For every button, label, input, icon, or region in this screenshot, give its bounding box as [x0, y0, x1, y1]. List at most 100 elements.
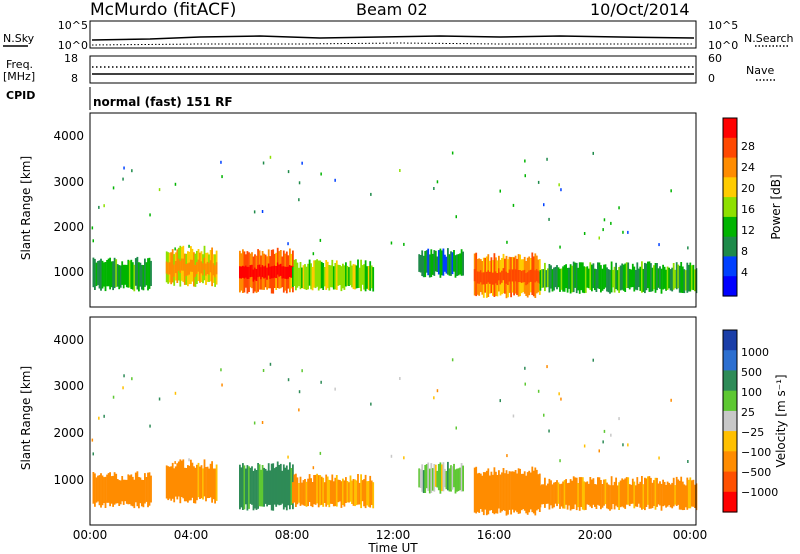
power-data-column — [675, 262, 678, 290]
power-data-core — [239, 266, 241, 279]
velocity-data-column — [331, 474, 334, 504]
velocity-data-column — [595, 484, 598, 509]
power-data-column — [668, 267, 670, 289]
power-sparse-point — [253, 210, 256, 214]
power-data-column — [565, 264, 567, 289]
power-data-column — [665, 269, 667, 291]
velocity-data-column — [115, 473, 118, 504]
power-data-core — [534, 270, 537, 283]
power-data-column — [358, 267, 361, 288]
power-cbar-tick-4: 4 — [741, 266, 748, 279]
power-data-column — [447, 248, 449, 275]
velocity-colorbar-frame — [722, 329, 738, 513]
velocity-sparse-point — [287, 378, 290, 382]
power-y-tick-4000: 4000 — [53, 129, 84, 143]
velocity-data-column — [487, 468, 490, 515]
velocity-data-column — [665, 485, 667, 508]
power-data-column — [622, 264, 625, 291]
power-data-column — [332, 266, 335, 290]
power-data-core — [476, 271, 479, 284]
velocity-cbar-tick-25: 25 — [741, 406, 755, 419]
power-data-column — [302, 265, 305, 289]
x-axis-label: Time UT — [367, 541, 418, 554]
power-data-core — [212, 263, 215, 276]
power-scatter-layer — [91, 151, 698, 299]
velocity-sparse-point — [298, 390, 301, 394]
power-data-column — [568, 267, 570, 289]
velocity-data-column — [252, 470, 255, 511]
power-sparse-point — [598, 236, 600, 240]
colorbar-segment — [723, 410, 737, 432]
velocity-data-column — [240, 467, 243, 508]
x-tick-2000: 20:00 — [578, 528, 613, 542]
velocity-data-column — [196, 464, 198, 501]
velocity-data-column — [209, 463, 212, 498]
power-data-column — [340, 266, 343, 292]
power-data-core — [194, 264, 197, 277]
velocity-sparse-point — [559, 459, 561, 463]
power-data-column — [609, 269, 611, 294]
velocity-data-column — [606, 482, 608, 509]
colorbar-segment — [723, 370, 737, 392]
velocity-y-tick-4000: 4000 — [53, 333, 84, 347]
velocity-data-column — [346, 481, 349, 503]
velocity-sparse-point — [98, 416, 100, 420]
velocity-data-column — [551, 484, 554, 509]
power-data-column — [575, 262, 578, 294]
power-sparse-point — [506, 240, 508, 244]
velocity-sparse-point — [269, 362, 272, 366]
power-data-column — [329, 265, 332, 288]
velocity-sparse-point — [253, 421, 256, 425]
velocity-data-column — [603, 479, 605, 506]
power-data-core — [205, 263, 207, 276]
power-data-column — [681, 266, 684, 293]
power-data-core — [510, 271, 512, 284]
x-tick-0000: 00:00 — [73, 528, 108, 542]
power-sparse-point — [320, 172, 322, 176]
power-sparse-point — [583, 232, 586, 235]
power-data-column — [448, 254, 451, 276]
noise-tick-right-low: 10^0 — [708, 39, 738, 52]
velocity-data-column — [311, 482, 314, 508]
power-data-core — [258, 264, 261, 277]
velocity-data-column — [479, 473, 482, 509]
power-data-column — [125, 264, 128, 288]
velocity-data-column — [301, 482, 303, 505]
velocity-data-column — [609, 485, 611, 511]
velocity-data-column — [481, 475, 484, 512]
velocity-data-column — [473, 467, 476, 513]
velocity-data-column — [289, 462, 291, 510]
power-data-column — [560, 268, 563, 290]
velocity-data-column — [542, 484, 545, 505]
velocity-data-column — [459, 467, 461, 491]
velocity-data-column — [167, 466, 170, 501]
velocity-data-column — [109, 472, 111, 507]
power-data-core — [190, 259, 192, 272]
power-data-core — [490, 269, 493, 282]
velocity-data-column — [683, 484, 686, 510]
power-data-core — [185, 264, 188, 277]
power-data-column — [343, 265, 346, 290]
power-sparse-point — [559, 245, 561, 249]
velocity-data-column — [648, 476, 651, 509]
velocity-data-column — [681, 481, 684, 511]
power-data-column — [298, 267, 300, 287]
power-data-column — [580, 262, 583, 291]
velocity-data-column — [431, 468, 434, 491]
velocity-data-column — [448, 468, 451, 492]
velocity-data-column — [188, 465, 191, 501]
power-data-column — [689, 262, 692, 292]
nsearch-label: N.Search — [744, 32, 794, 45]
power-data-column — [663, 266, 666, 289]
velocity-data-column — [677, 479, 680, 505]
velocity-data-column — [499, 474, 502, 513]
velocity-data-column — [343, 480, 346, 507]
velocity-data-column — [631, 478, 634, 504]
power-data-core — [473, 269, 476, 282]
power-data-column — [571, 265, 574, 293]
velocity-data-column — [556, 480, 558, 507]
power-sparse-point — [524, 174, 526, 178]
power-data-core — [493, 269, 496, 282]
power-data-core — [287, 266, 290, 279]
power-data-column — [634, 269, 637, 290]
